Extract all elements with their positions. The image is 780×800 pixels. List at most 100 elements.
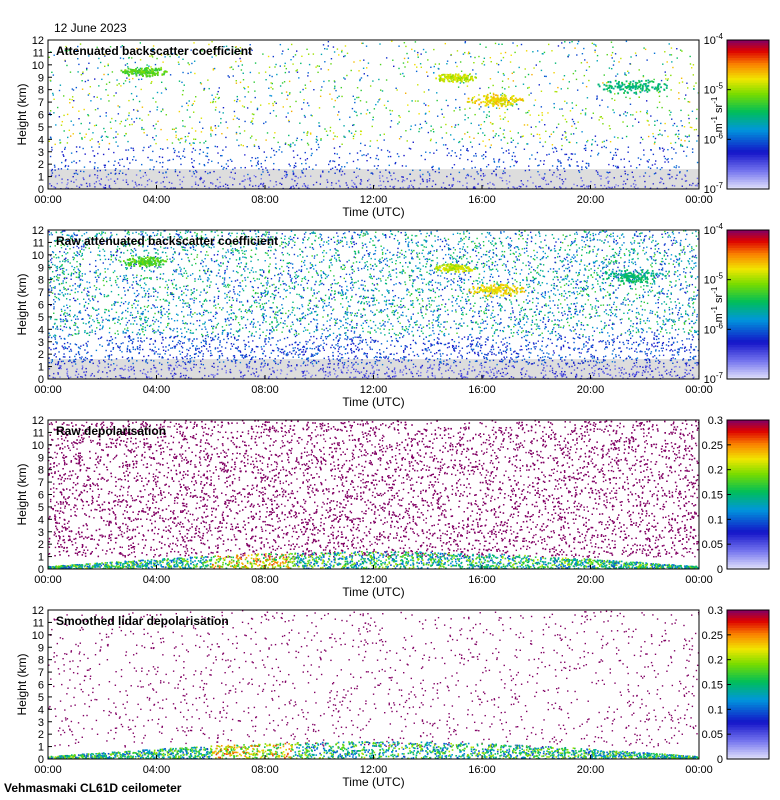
xtick-label: 00:00 <box>34 384 62 396</box>
panel-2-colorbar: 10-7 10-6 10-5 10-4 m-1 sr-1 <box>704 222 770 386</box>
instrument-label: Vehmasmaki CL61D ceilometer <box>4 781 181 795</box>
xtick-label: 16:00 <box>468 764 496 776</box>
xtick-label: 12:00 <box>360 384 388 396</box>
panel-1-ylabel: Height (km) <box>15 83 29 145</box>
ytick-label: 5 <box>38 502 44 514</box>
ytick-label: 4 <box>38 704 44 716</box>
colorbar-tick-label: 0.05 <box>702 729 723 741</box>
ytick-label: 0 <box>38 754 44 766</box>
panel-4-colorbar: 0 0.05 0.1 0.15 0.2 0.25 0.3 <box>702 605 770 766</box>
colorbar-tick-label: 10-5 <box>704 82 724 97</box>
xtick-label: 16:00 <box>468 384 496 396</box>
xtick-label: 04:00 <box>143 384 171 396</box>
ytick-label: 7 <box>38 477 44 489</box>
xtick-label: 08:00 <box>251 764 279 776</box>
colorbar-tick-label: 0.1 <box>708 514 723 526</box>
colorbar-tick-label: 0.3 <box>708 415 723 427</box>
xtick-label: 12:00 <box>360 764 388 776</box>
xtick-label: 16:00 <box>468 574 496 586</box>
ytick-label: 12 <box>32 415 44 427</box>
panel-3-title: Raw depolarisation <box>56 424 166 438</box>
colorbar-tick-label: 0.2 <box>708 655 723 667</box>
ytick-label: 12 <box>32 605 44 617</box>
colorbar-tick-label: 0.05 <box>702 539 723 551</box>
colorbar-tick-label: 10-6 <box>704 321 724 336</box>
ytick-label: 12 <box>32 225 44 237</box>
colorbar-tick-label: 0.25 <box>702 440 723 452</box>
xtick-label: 08:00 <box>251 384 279 396</box>
ytick-label: 10 <box>32 250 44 262</box>
ytick-label: 8 <box>38 655 44 667</box>
colorbar-tick-label: 10-6 <box>704 131 724 146</box>
panel-1-colorbar: 10-7 10-6 10-5 10-4 m-1 sr-1 <box>704 32 770 196</box>
ytick-label: 5 <box>38 312 44 324</box>
ytick-label: 11 <box>33 427 44 439</box>
ytick-label: 1 <box>38 552 44 564</box>
ytick-label: 5 <box>38 692 44 704</box>
ytick-label: 0 <box>38 374 44 386</box>
xtick-label: 00:00 <box>34 194 62 206</box>
panel-4-xlabel: Time (UTC) <box>342 775 404 789</box>
ytick-label: 2 <box>38 539 44 551</box>
panel-2-ylabel: Height (km) <box>15 273 29 335</box>
xtick-label: 04:00 <box>143 574 171 586</box>
colorbar-tick-label: 10-4 <box>704 32 724 47</box>
ytick-label: 6 <box>38 110 44 122</box>
ytick-label: 8 <box>38 275 44 287</box>
colorbar-tick-label: 0 <box>717 754 723 766</box>
panel-2: Raw attenuated backscatter coefficient01… <box>15 222 770 409</box>
panel-1-title: Attenuated backscatter coefficient <box>56 44 252 58</box>
ytick-label: 10 <box>32 630 44 642</box>
ytick-label: 4 <box>38 134 44 146</box>
colorbar-tick-label: 0.15 <box>702 680 723 692</box>
ytick-label: 2 <box>38 159 44 171</box>
panel-3-xlabel: Time (UTC) <box>342 585 404 599</box>
ytick-label: 9 <box>38 72 44 84</box>
figure-date: 12 June 2023 <box>54 21 127 35</box>
panel-3-colorbar: 0 0.05 0.1 0.15 0.2 0.25 0.3 <box>702 415 770 576</box>
ytick-label: 11 <box>33 617 44 629</box>
xtick-label: 20:00 <box>577 194 605 206</box>
ytick-label: 5 <box>38 122 44 134</box>
ytick-label: 1 <box>38 742 44 754</box>
xtick-label: 12:00 <box>360 574 388 586</box>
ytick-label: 6 <box>38 680 44 692</box>
ytick-label: 6 <box>38 300 44 312</box>
panel-2-field <box>48 230 699 379</box>
panel-3: Raw depolarisation0123456789101112Height… <box>15 415 770 599</box>
ytick-label: 7 <box>38 97 44 109</box>
xtick-label: 04:00 <box>143 764 171 776</box>
colorbar-tick-label: 0.2 <box>708 465 723 477</box>
colorbar-tick-label: 0.1 <box>708 704 723 716</box>
xtick-label: 20:00 <box>577 384 605 396</box>
xtick-label: 08:00 <box>251 574 279 586</box>
xtick-label: 16:00 <box>468 194 496 206</box>
panel-2-xlabel: Time (UTC) <box>342 395 404 409</box>
xtick-label: 20:00 <box>577 574 605 586</box>
ytick-label: 0 <box>38 564 44 576</box>
ytick-label: 10 <box>32 440 44 452</box>
ytick-label: 2 <box>38 729 44 741</box>
colorbar-unit: m-1 sr-1 <box>710 96 725 132</box>
panel-3-ylabel: Height (km) <box>15 463 29 525</box>
xtick-label: 12:00 <box>360 194 388 206</box>
panel-4-ylabel: Height (km) <box>15 653 29 715</box>
ytick-label: 9 <box>38 452 44 464</box>
colorbar-tick-label: 0.3 <box>708 605 723 617</box>
panel-4: Smoothed lidar depolarisation01234567891… <box>15 605 770 789</box>
ytick-label: 12 <box>32 35 44 47</box>
ytick-label: 11 <box>33 47 44 59</box>
xtick-label: 00:00 <box>685 764 713 776</box>
ytick-label: 8 <box>38 85 44 97</box>
ytick-label: 1 <box>38 362 44 374</box>
ytick-label: 7 <box>38 667 44 679</box>
ytick-label: 3 <box>38 337 44 349</box>
xtick-label: 00:00 <box>34 574 62 586</box>
ytick-label: 6 <box>38 490 44 502</box>
ytick-label: 7 <box>38 287 44 299</box>
ytick-label: 0 <box>38 184 44 196</box>
ytick-label: 3 <box>38 527 44 539</box>
xtick-label: 00:00 <box>685 384 713 396</box>
panel-1: Attenuated backscatter coefficient012345… <box>15 32 770 219</box>
